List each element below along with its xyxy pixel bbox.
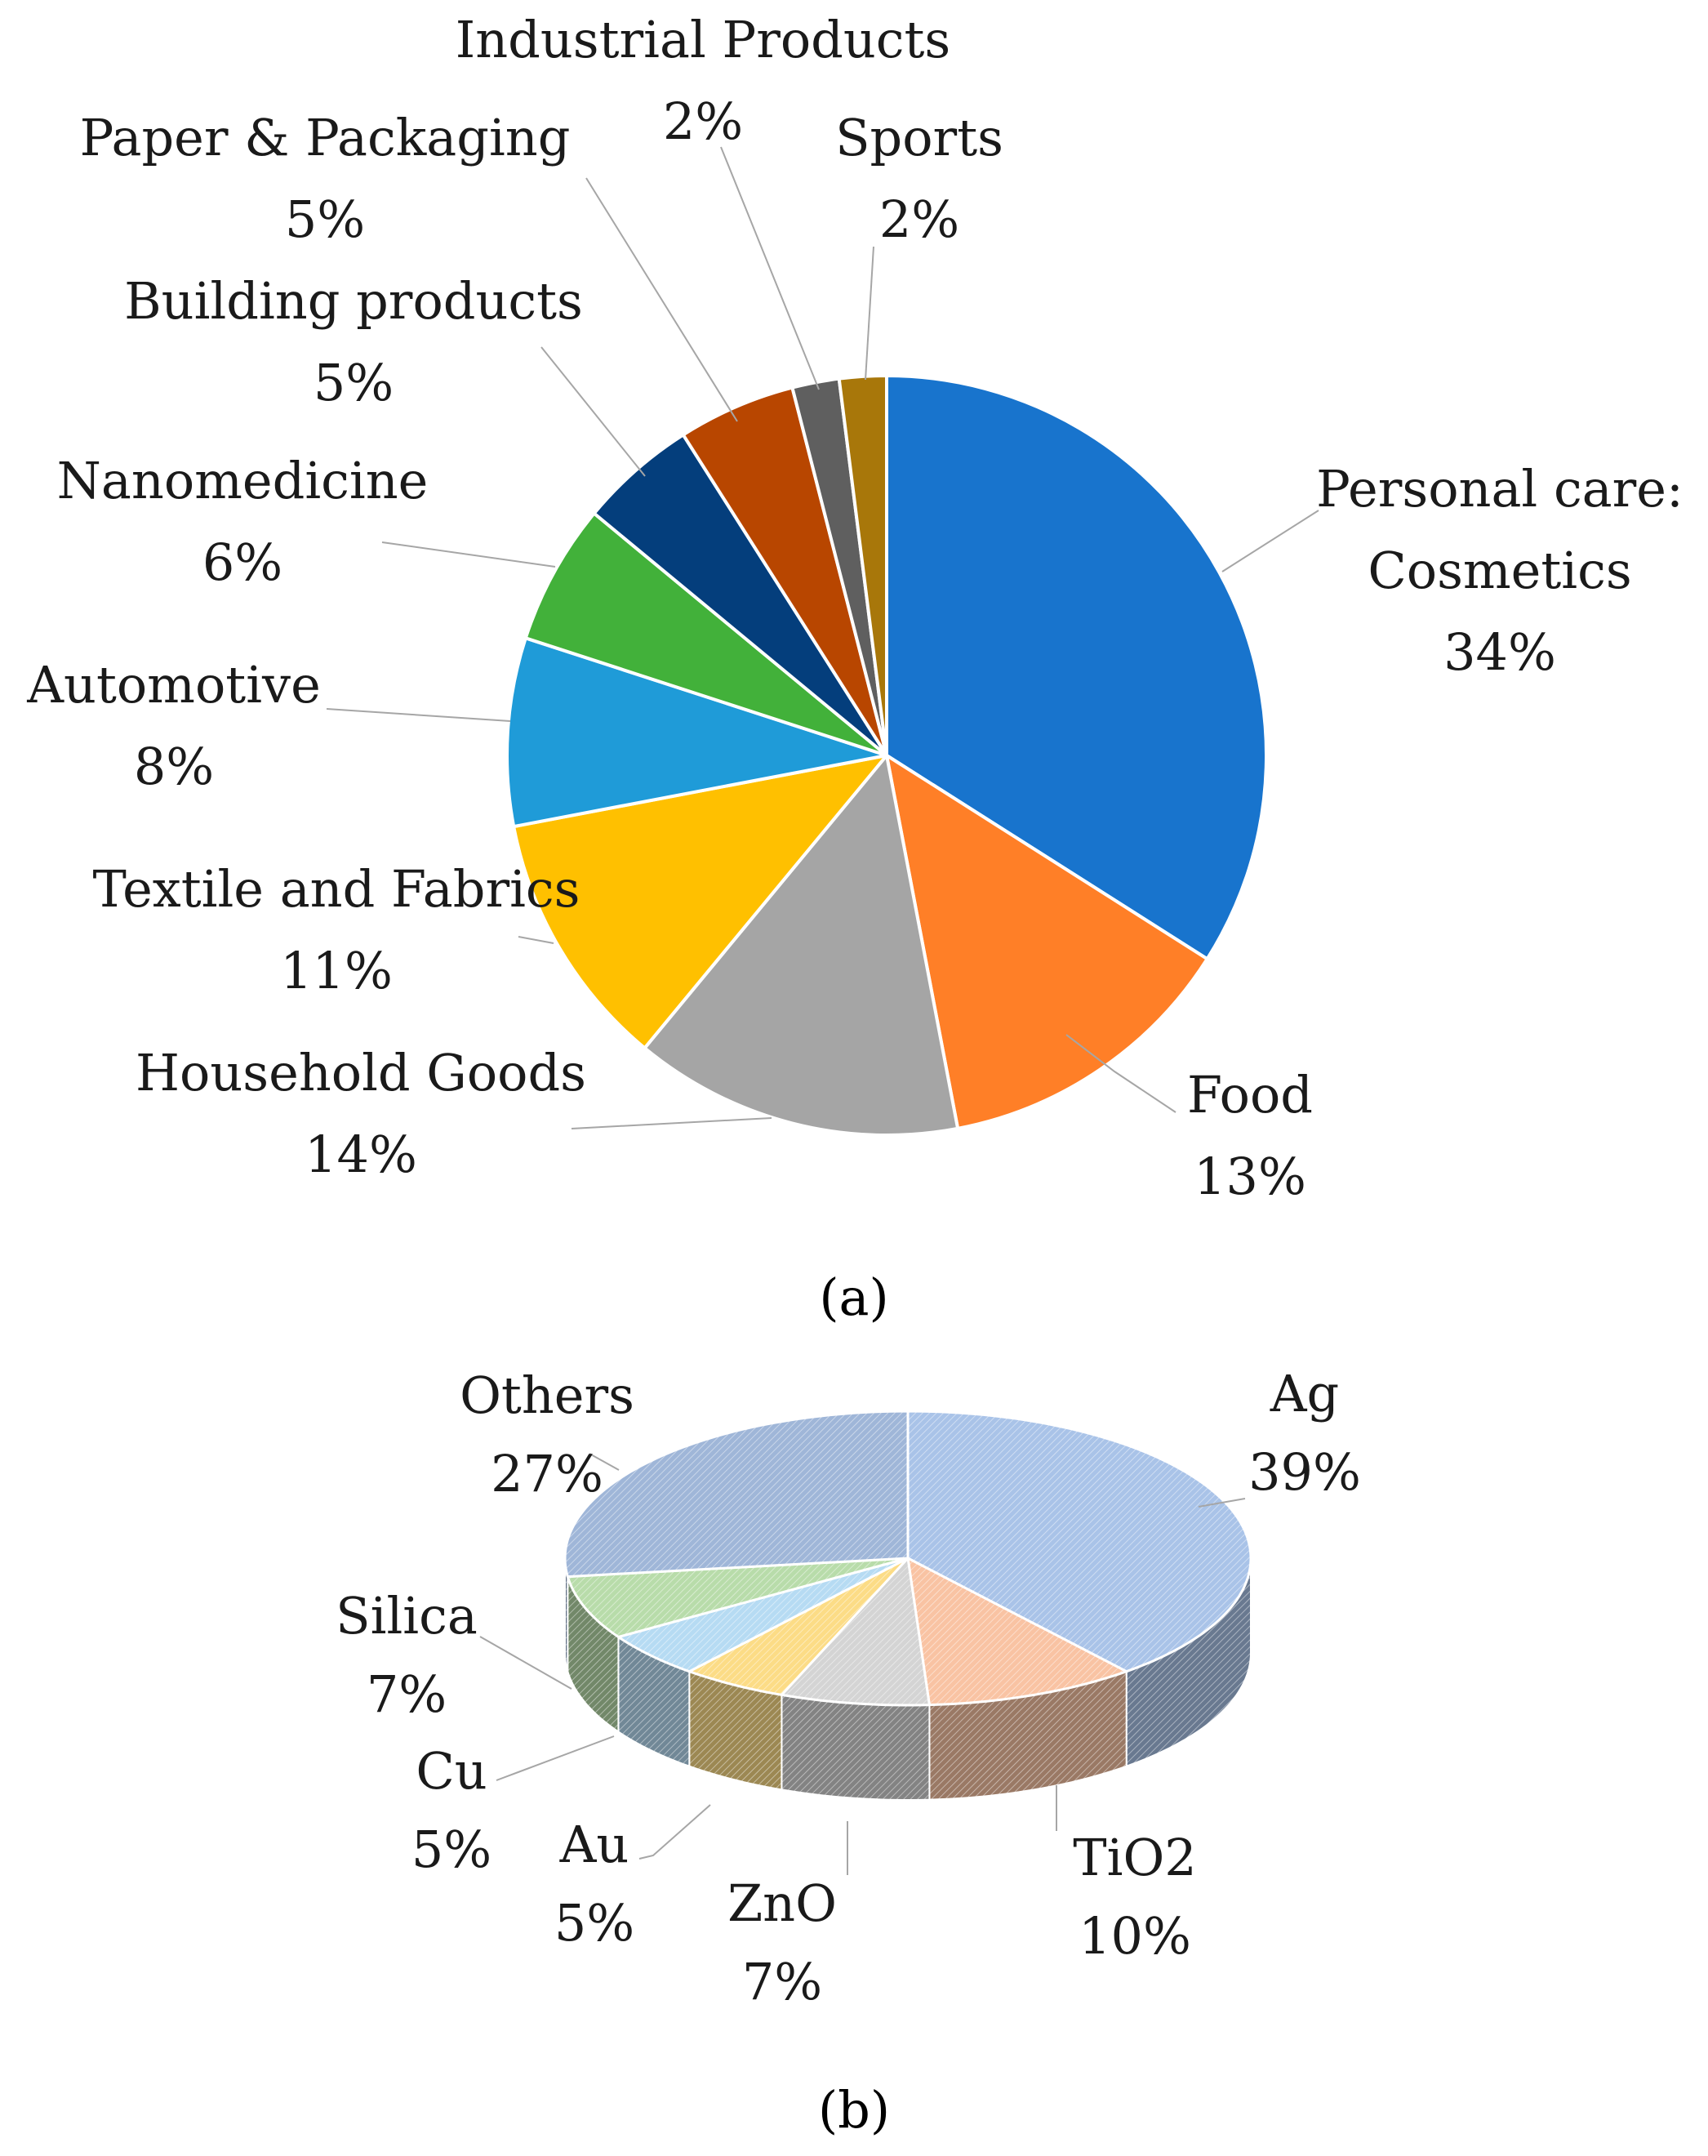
pie-a-slice-household-goods: [643, 754, 960, 1138]
pie-a-pct-household-goods: 14%: [305, 1125, 417, 1184]
leader-line-ag: [1198, 1498, 1246, 1508]
pie-a-label-textile-and-fabrics: Textile and Fabrics: [93, 859, 580, 919]
pie-b-slice-hatch-ag: [908, 1411, 1251, 1672]
pie-b-slice-hatch-silica: [567, 1558, 908, 1637]
pie-a-label-paper-packaging: Paper & Packaging: [80, 108, 571, 167]
pie-b-label-tio2: TiO2: [1073, 1828, 1196, 1887]
leader-line-industrial-products: [720, 146, 820, 390]
pie-b-pct-silica: 7%: [367, 1664, 447, 1724]
pie-a-slice-sports: [837, 374, 888, 757]
pie-b-label-others: Others: [460, 1365, 634, 1425]
leader-line-paper-packaging: [585, 177, 738, 422]
pie-b-label-silica: Silica: [336, 1586, 478, 1646]
pie-b-side-hatch-zno: [781, 1695, 930, 1800]
pie-a-slice-nanomedicine: [523, 511, 888, 757]
pie-a-slice-food: [885, 754, 1209, 1130]
caption-a: (a): [819, 1267, 888, 1327]
pie-b-label-ag: Ag: [1270, 1364, 1339, 1423]
pie-a-label-automotive: Automotive: [26, 655, 321, 715]
pie-chart-a: Personal care: Cosmetics 34% Food 13% Househo…: [26, 10, 1684, 1327]
pie-b-labels: Ag 39% TiO2 10% ZnO 7% Au 5% Cu 5% Silica 7% Others 2…: [336, 1364, 1361, 2011]
pie-b-label-au: Au: [559, 1815, 629, 1874]
pie-b-slice-hatch-others: [565, 1411, 908, 1577]
pie-b-label-cu: Cu: [416, 1741, 487, 1801]
pie-a-pct-sports: 2%: [879, 189, 959, 249]
pie-a-slice-automotive: [505, 636, 888, 829]
pie-a-pct-textile-and-fabrics: 11%: [280, 941, 393, 1000]
pie-a-slices: [505, 374, 1269, 1138]
pie-a-pct-building-products: 5%: [314, 353, 394, 412]
pie-chart-b: Ag 39% TiO2 10% ZnO 7% Au 5% Cu 5% Silica 7% Others 2…: [336, 1364, 1361, 2140]
pie-b-slice-hatch-cu: [618, 1558, 908, 1672]
pie-b-side-hatch-others: [565, 1558, 568, 1672]
pie-b-label-zno: ZnO: [727, 1873, 837, 1933]
pie-b-side-walls: [564, 1557, 1252, 1801]
leader-line-sports: [865, 246, 874, 381]
leader-line-au: [638, 1804, 711, 1860]
pie-b-pct-cu: 5%: [411, 1820, 491, 1879]
pie-a-label-household-goods: Household Goods: [136, 1043, 586, 1102]
leader-line-nanomedicine: [381, 541, 556, 568]
pie-b-side-hatch-ag: [1126, 1558, 1251, 1766]
pie-a-pct-automotive: 8%: [134, 737, 214, 796]
pie-a-slice-paper-packaging: [681, 385, 888, 757]
pie-a-pct-paper-packaging: 5%: [285, 189, 365, 249]
pie-a-label-food: Food: [1187, 1065, 1313, 1125]
leader-line-building-products: [540, 346, 646, 477]
pie-a-label-personal-care-cosmetics: Personal care:: [1316, 459, 1684, 519]
pie-b-slice-hatch-zno: [781, 1558, 930, 1705]
pie-b-pct-others: 27%: [491, 1444, 603, 1503]
pie-a-slice-textile-and-fabrics: [512, 754, 888, 1050]
leader-line-household-goods: [571, 1117, 772, 1129]
leader-line-food: [1065, 1034, 1176, 1113]
pie-b-pct-au: 5%: [554, 1893, 634, 1953]
pie-a-slice-personal-care-cosmetics: [885, 374, 1269, 961]
pie-a-pct-food: 13%: [1194, 1147, 1306, 1206]
pie-a-label-industrial-products: Industrial Products: [456, 10, 951, 69]
leader-line-automotive: [326, 708, 511, 722]
pie-b-side-hatch-tio2: [929, 1671, 1127, 1800]
pie-b-side-hatch-cu: [618, 1637, 690, 1766]
pie-a-label-nanomedicine: Nanomedicine: [57, 451, 429, 510]
pie-a-slice-building-products: [592, 433, 888, 757]
leader-line-silica: [479, 1636, 572, 1690]
leader-line-personal-care-cosmetics: [1221, 510, 1319, 572]
pie-a-pct-nanomedicine: 6%: [202, 532, 282, 592]
pie-a-labels: Personal care: Cosmetics 34% Food 13% Househo…: [26, 10, 1684, 1206]
leader-line-others: [589, 1453, 620, 1471]
pie-b-slices: [563, 1410, 1252, 1707]
pie-b-side-hatch-au: [689, 1671, 782, 1790]
pie-a-label-building-products: Building products: [124, 271, 583, 331]
pie-b-pct-tio2: 10%: [1079, 1906, 1191, 1966]
pie-a-pct-industrial-products: 2%: [663, 91, 743, 151]
caption-b: (b): [818, 2080, 890, 2140]
pie-b-pct-ag: 39%: [1248, 1442, 1361, 1502]
pie-a-label-personal-care-cosmetics: Cosmetics: [1368, 541, 1631, 600]
leader-line-cu: [496, 1735, 615, 1781]
pie-b-slice-hatch-tio2: [908, 1558, 1127, 1705]
pie-b-leader-lines: [479, 1453, 1246, 1875]
pie-b-slice-hatch-au: [689, 1558, 908, 1695]
pie-a-label-sports: Sports: [835, 108, 1003, 167]
leader-line-textile-and-fabrics: [518, 936, 554, 944]
pie-b-side-hatch-silica: [567, 1576, 619, 1732]
pie-a-leader-lines: [326, 146, 1319, 1129]
pie-b-pct-zno: 7%: [742, 1952, 822, 2011]
pie-a-pct-personal-care-cosmetics: 34%: [1443, 622, 1556, 682]
